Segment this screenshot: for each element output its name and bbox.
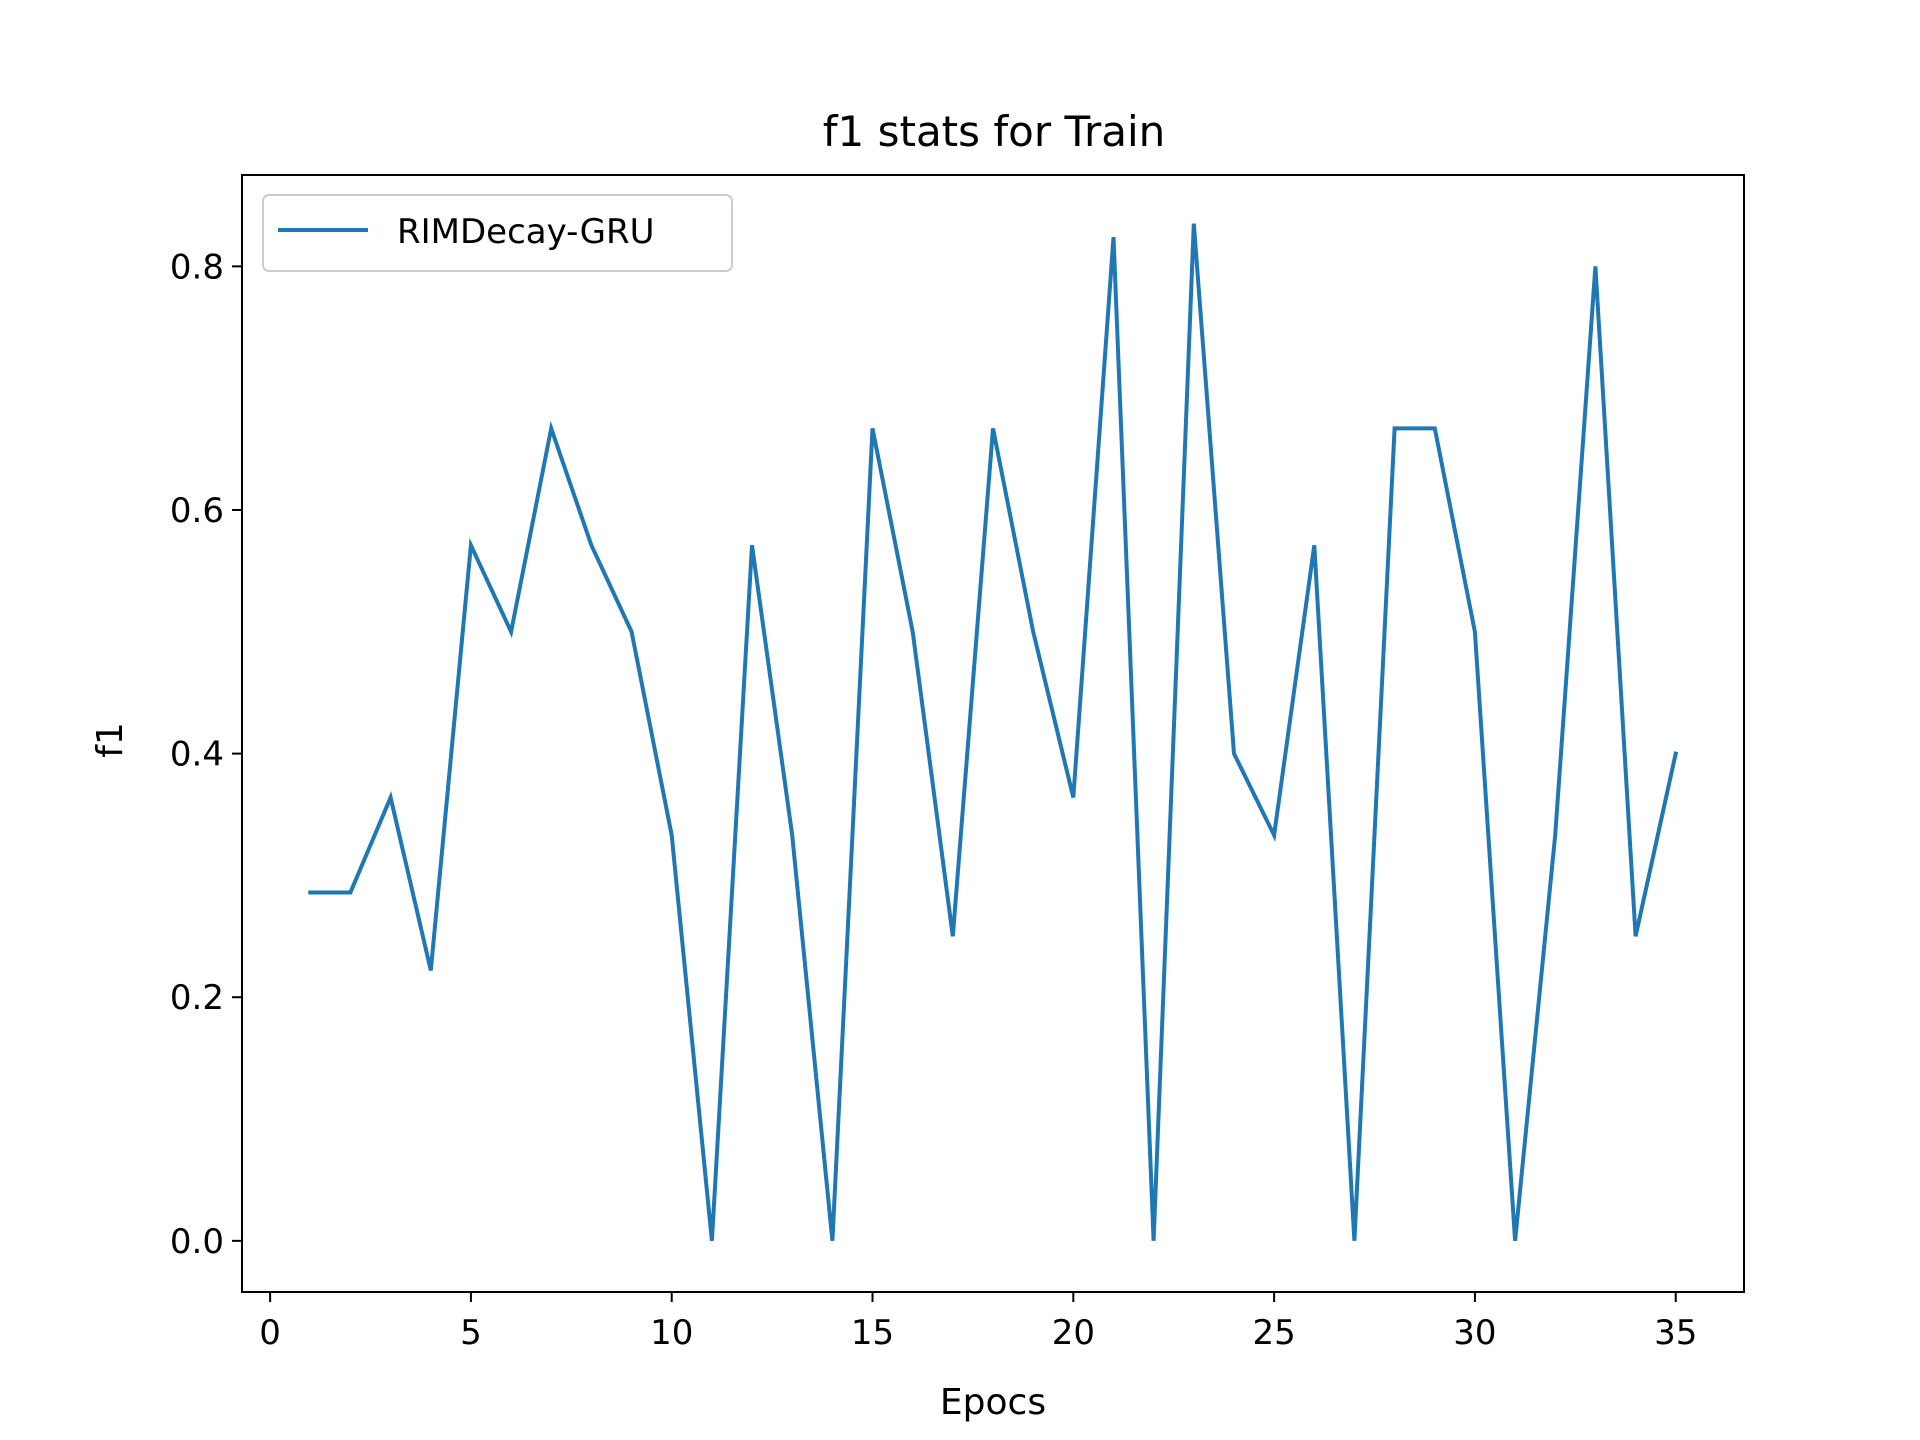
plot-area: 0 5 10 15 20 25 30 35 0.0 0.2 0.4 0.6 0.8 <box>170 174 1745 1353</box>
legend: RIMDecay-GRU <box>262 194 733 272</box>
x-tick-label: 10 <box>650 1313 693 1353</box>
x-axis-label: Epocs <box>940 1382 1046 1423</box>
y-tick-label: 0.6 <box>170 491 224 531</box>
x-tick-label: 5 <box>460 1313 482 1353</box>
y-tick-label: 0.2 <box>170 978 224 1018</box>
series-line-1 <box>308 223 1679 1241</box>
legend-box <box>262 194 733 272</box>
x-tick-label: 25 <box>1252 1313 1295 1353</box>
y-tick-label: 0.0 <box>170 1222 224 1262</box>
y-axis-label: f1 <box>90 722 131 758</box>
legend-label: RIMDecay-GRU <box>397 212 655 252</box>
y-tick-label: 0.8 <box>170 247 224 287</box>
series-group <box>308 223 1679 1241</box>
y-axis-ticks: 0.0 0.2 0.4 0.6 0.8 <box>170 247 242 1262</box>
chart-title: f1 stats for Train <box>823 107 1166 156</box>
x-tick-label: 20 <box>1052 1313 1095 1353</box>
x-tick-label: 35 <box>1654 1313 1697 1353</box>
x-tick-label: 30 <box>1453 1313 1496 1353</box>
x-tick-label: 15 <box>851 1313 894 1353</box>
y-tick-label: 0.4 <box>170 735 224 775</box>
axes-frame <box>241 174 1745 1293</box>
x-axis-ticks: 0 5 10 15 20 25 30 35 <box>259 1292 1697 1353</box>
x-tick-label: 0 <box>259 1313 281 1353</box>
